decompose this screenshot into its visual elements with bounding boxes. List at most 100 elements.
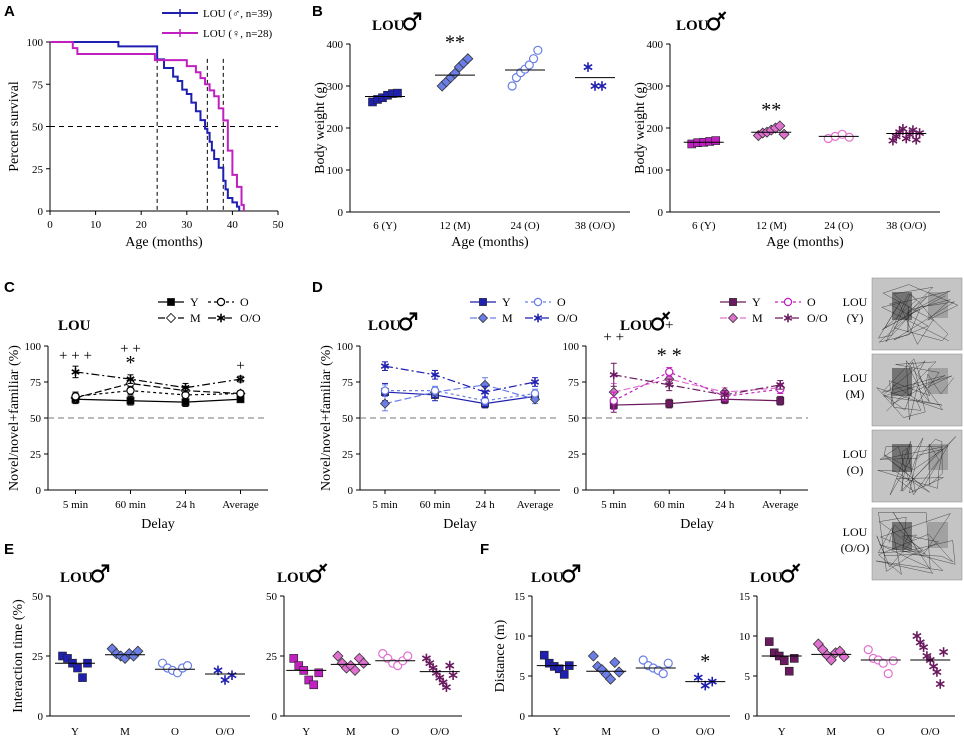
y-tick-label: 100 <box>647 165 664 177</box>
symbol-cross <box>792 564 799 572</box>
significance-mark: + + <box>603 329 624 345</box>
x-axis-label: Age (months) <box>451 235 529 250</box>
category-label: M <box>826 726 836 738</box>
data-point <box>63 654 72 663</box>
category-label: Average <box>762 499 799 511</box>
chart-title: LOU <box>750 570 783 586</box>
female-symbol-icon <box>780 563 801 583</box>
y-tick-label: 5 <box>745 671 751 683</box>
y-tick-label: 50 <box>32 122 44 134</box>
data-point <box>776 396 785 405</box>
arena-background <box>871 429 963 503</box>
y-tick-label: 50 <box>30 413 42 425</box>
y-tick-label: 50 <box>568 413 580 425</box>
arena-label: LOU <box>843 371 868 385</box>
data-point <box>665 380 674 390</box>
y-axis-label: Novel/novel+familiar (%) <box>7 345 22 491</box>
marker-stroke <box>441 684 451 691</box>
marker-stroke <box>530 379 540 385</box>
y-tick-label: 0 <box>745 711 751 723</box>
y-tick-label: 10 <box>739 631 751 643</box>
y-tick-label: 400 <box>647 39 664 51</box>
data-point <box>349 664 361 676</box>
data-point <box>403 651 413 661</box>
female-symbol-icon <box>308 563 328 583</box>
category-label: 24 h <box>475 499 495 511</box>
arena-photo <box>871 507 963 581</box>
significance-mark: + <box>665 318 673 334</box>
chart-title: LOU <box>58 318 91 334</box>
data-point <box>789 654 799 663</box>
marker-stroke <box>533 315 543 321</box>
y-tick-label: 0 <box>338 207 344 219</box>
marker-stroke <box>380 363 390 370</box>
chart-title: LOU <box>531 570 564 586</box>
legend-marker <box>533 297 543 307</box>
data-point <box>604 673 617 685</box>
significance-mark: * <box>126 352 136 374</box>
y-axis-label: Percent survival <box>7 81 22 172</box>
panel-label-a: A <box>4 3 15 20</box>
significance-mark: + <box>236 358 244 374</box>
legend-marker <box>165 312 177 324</box>
data-point <box>700 680 710 691</box>
data-point <box>528 54 539 64</box>
legend-marker <box>216 297 226 307</box>
category-label: 5 min <box>63 499 89 511</box>
data-point <box>779 656 789 666</box>
data-point <box>825 654 837 666</box>
significance-mark: * <box>700 651 710 673</box>
marker-stroke <box>236 376 245 382</box>
trajectory-path <box>877 436 956 496</box>
marker-stroke <box>71 369 80 375</box>
data-point <box>236 389 245 398</box>
data-point <box>236 374 245 384</box>
data-point <box>583 62 593 72</box>
legend-marker <box>729 298 737 306</box>
symbol-arrow <box>412 13 421 21</box>
data-point <box>613 666 625 678</box>
data-point <box>776 380 785 390</box>
marker-stroke <box>932 668 942 676</box>
marker-stroke <box>583 64 593 71</box>
series-line-m <box>384 384 536 405</box>
legend-label: O/O <box>807 311 828 325</box>
series-line-o-o <box>75 371 241 389</box>
legend-marker <box>533 313 543 323</box>
data-point <box>878 658 888 668</box>
data-point <box>449 67 461 79</box>
y-tick-label: 75 <box>342 377 354 389</box>
category-label: O <box>391 726 399 738</box>
significance-mark: * * <box>657 345 682 367</box>
data-point <box>863 644 873 655</box>
x-axis-label: Delay <box>680 517 713 532</box>
category-label: 24 (O) <box>510 220 539 232</box>
symbol-arrowhead <box>572 564 581 572</box>
data-point <box>182 660 193 671</box>
object-zone-left <box>892 292 912 320</box>
y-tick-label: 50 <box>32 591 44 603</box>
series-line-o-o <box>613 374 781 396</box>
legend-marker <box>477 312 489 324</box>
data-point <box>126 374 135 384</box>
data-point <box>430 386 440 395</box>
legend-marker <box>727 312 739 324</box>
data-point <box>590 81 600 91</box>
data-point <box>71 392 80 401</box>
significance-mark: ** <box>761 99 781 121</box>
arena-label: LOU <box>843 525 868 539</box>
legend-marker <box>479 298 487 306</box>
data-point <box>445 660 455 671</box>
data-point <box>932 667 942 677</box>
category-label: 60 min <box>115 499 146 511</box>
legend-marker <box>783 313 793 323</box>
significance-mark: + + + <box>59 348 92 364</box>
data-point <box>462 53 474 65</box>
legend-label: O/O <box>240 311 261 325</box>
data-point <box>898 124 908 134</box>
object-zone-right <box>928 522 948 548</box>
series-line-y <box>384 391 536 405</box>
category-label: O/O <box>696 726 715 738</box>
data-point <box>126 396 135 405</box>
legend-label: LOU (♂, n=39) <box>203 8 272 20</box>
